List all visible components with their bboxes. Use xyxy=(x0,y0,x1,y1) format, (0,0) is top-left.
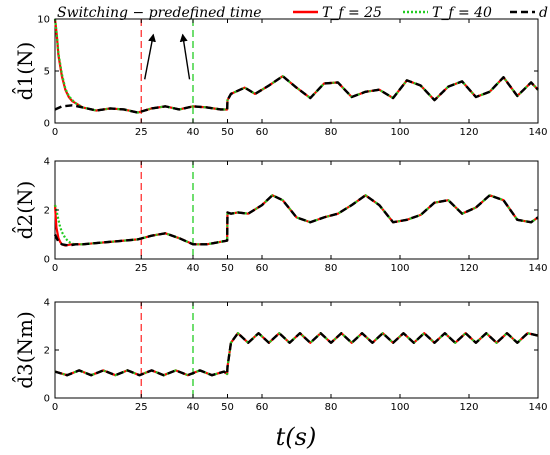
legend-label-tf40: T_f = 40 xyxy=(432,5,492,21)
y-tick-label: 2 xyxy=(44,346,50,357)
series-line-d xyxy=(54,74,539,114)
legend: Switching − predefined time T_f = 25 T_f… xyxy=(57,5,548,21)
series-line-d xyxy=(53,194,539,247)
subplot-d2: 0 25 40 50 60 80 100 120 140 0 2 4 d̂2(N) xyxy=(11,157,548,275)
annotation-arrow-2 xyxy=(179,33,191,80)
x-ticks-d1: 0 25 40 50 60 80 100 120 140 xyxy=(52,19,548,138)
x-tick-label: 120 xyxy=(459,402,478,413)
y-tick-label: 10 xyxy=(37,15,50,26)
x-tick-label: 25 xyxy=(135,402,148,413)
annotation-arrow-1 xyxy=(144,33,156,80)
x-tick-label: 40 xyxy=(187,402,200,413)
x-tick-label: 50 xyxy=(221,263,234,274)
x-tick-label: 60 xyxy=(256,263,269,274)
y-tick-label: 0 xyxy=(44,119,50,130)
y-tick-label: 0 xyxy=(44,255,50,266)
y-ticks-d1: 0 5 10 xyxy=(37,15,538,130)
y-axis-label-d1: d̂1(N) xyxy=(11,42,37,101)
y-axis-label-d3: d̂3(Nm) xyxy=(11,311,37,389)
y-tick-label: 0 xyxy=(44,394,50,405)
x-tick-label: 100 xyxy=(390,263,409,274)
legend-label-d: d xyxy=(539,5,548,21)
x-tick-label: 60 xyxy=(256,127,269,138)
x-tick-label: 0 xyxy=(52,127,58,138)
x-tick-label: 140 xyxy=(528,402,547,413)
x-tick-label: 120 xyxy=(459,127,478,138)
x-tick-label: 0 xyxy=(52,402,58,413)
subplot-d3: 0 25 40 50 60 80 100 120 140 0 2 4 d̂3(Nm) xyxy=(11,298,548,414)
x-tick-label: 140 xyxy=(528,263,547,274)
vlines-d1 xyxy=(140,19,194,123)
x-tick-label: 25 xyxy=(135,127,148,138)
y-tick-label: 4 xyxy=(44,298,50,309)
x-tick-label: 50 xyxy=(221,127,234,138)
x-tick-label: 25 xyxy=(135,263,148,274)
legend-label-tf25: T_f = 25 xyxy=(322,5,382,21)
x-tick-label: 0 xyxy=(52,263,58,274)
series-d2 xyxy=(53,194,539,247)
vlines-d2 xyxy=(140,161,194,259)
x-ticks-d3: 0 25 40 50 60 80 100 120 140 xyxy=(52,302,548,413)
x-tick-label: 100 xyxy=(390,402,409,413)
x-tick-label: 50 xyxy=(221,402,234,413)
y-tick-label: 5 xyxy=(44,67,50,78)
x-tick-label: 140 xyxy=(528,127,547,138)
series-d1 xyxy=(53,18,539,114)
y-tick-label: 4 xyxy=(44,157,50,168)
y-tick-label: 2 xyxy=(44,206,50,217)
y-axis-label-d2: d̂2(N) xyxy=(11,181,37,240)
x-tick-label: 40 xyxy=(187,127,200,138)
x-tick-label: 80 xyxy=(325,402,338,413)
x-tick-label: 100 xyxy=(390,127,409,138)
x-tick-label: 120 xyxy=(459,263,478,274)
annotations-d1 xyxy=(144,33,191,80)
vlines-d3 xyxy=(140,302,194,398)
x-tick-label: 80 xyxy=(325,263,338,274)
series-line-d xyxy=(54,332,539,377)
legend-title: Switching − predefined time xyxy=(57,5,262,21)
x-tick-label: 60 xyxy=(256,402,269,413)
x-axis-label: t(s) xyxy=(276,423,317,451)
x-tick-label: 80 xyxy=(325,127,338,138)
subplot-d1: 0 25 40 50 60 80 100 120 140 0 5 10 d̂1(N) xyxy=(11,15,548,139)
x-tick-label: 40 xyxy=(187,263,200,274)
y-ticks-d2: 0 2 4 xyxy=(44,157,538,266)
x-ticks-d2: 0 25 40 50 60 80 100 120 140 xyxy=(52,161,548,274)
series-d3 xyxy=(54,332,539,377)
y-ticks-d3: 0 2 4 xyxy=(44,298,538,405)
